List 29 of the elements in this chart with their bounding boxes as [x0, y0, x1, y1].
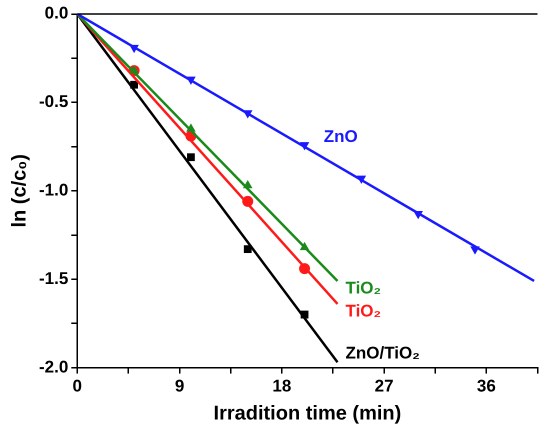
point	[242, 196, 254, 207]
y-tick-label: -1.5	[38, 268, 68, 288]
point	[413, 211, 423, 220]
point	[129, 44, 139, 54]
x-tick-label: 27	[374, 376, 394, 396]
point	[300, 310, 308, 318]
x-tick-label: 0	[72, 376, 82, 396]
y-tick-label: 0.0	[44, 4, 68, 23]
series-label: ZnO	[324, 127, 358, 146]
point	[300, 142, 310, 150]
x-tick-label: 36	[476, 376, 496, 396]
point	[242, 110, 253, 119]
y-axis-title: ln (c/c₀)	[8, 154, 31, 228]
x-axis-title: Irradition time (min)	[214, 402, 402, 425]
text: TiO₂	[346, 302, 382, 321]
point	[244, 245, 252, 254]
point	[186, 76, 196, 85]
point	[299, 263, 310, 274]
x-tick-label: 18	[272, 376, 292, 396]
y-tick-label: -2.0	[38, 357, 68, 376]
point	[356, 176, 366, 184]
x-tick-label: 9	[174, 376, 184, 396]
point	[130, 80, 138, 89]
y-tick-label: -0.5	[38, 92, 68, 112]
point	[187, 153, 195, 162]
y-tick-label: -1.0	[38, 180, 68, 200]
text: ZnO/TiO₂	[346, 343, 420, 362]
point	[470, 246, 480, 255]
text: TiO₂	[346, 278, 382, 298]
